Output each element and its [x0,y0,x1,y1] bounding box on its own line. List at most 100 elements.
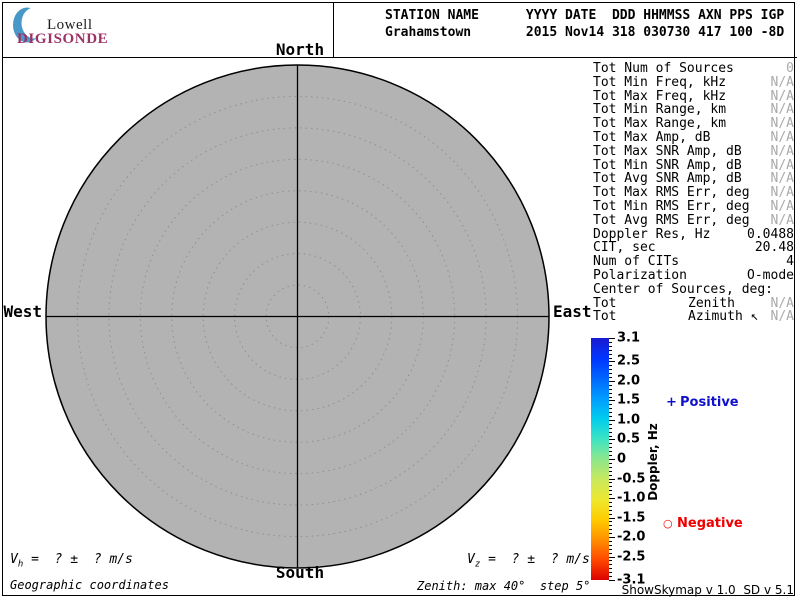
compass-east-label: East [553,302,592,321]
stat-row: Tot Max RMS Err, deg N/A [593,186,794,200]
colorbar-tick-label: 1.0 [617,412,641,428]
colorbar-major-tick [609,459,615,460]
stat-row: Num of CITs 4 [593,255,794,269]
station-values-row: Grahamstown 2015 Nov14 318 030730 417 10… [385,25,785,40]
colorbar-minor-tick [609,501,612,503]
logo: Lowell DIGISONDE [8,4,128,54]
stat-row: Tot Min Freq, kHz N/A [593,75,794,90]
stat-row: Polarization O-mode [593,269,794,283]
vh-symbol: V [10,552,18,567]
stat-value: N/A [770,185,794,201]
circle-icon: ○ [663,517,673,530]
colorbar-tick-label: -2.0 [617,529,646,545]
logo-lowell-text: Lowell [47,17,93,33]
stat-row: Tot Max Freq, kHz N/A [593,88,794,104]
stat-label: Num of CITs [593,254,680,270]
stat-row: Tot Avg SNR Amp, dB N/A [593,172,794,186]
stat-label: Tot Max RMS Err, deg [593,185,750,201]
colorbar-tick-label: 1.5 [617,392,641,408]
stat-label: Tot [593,309,617,325]
colorbar-minor-tick [609,396,612,398]
colorbar-major-tick [609,498,615,500]
colorbar-minor-tick [609,564,612,566]
stat-value: N/A [770,143,794,159]
colorbar-tick-label: 2.5 [617,353,641,369]
stat-row: Tot Max Amp, dB N/A [593,131,794,145]
colorbar-minor-tick [609,435,612,437]
header-divider [333,2,334,58]
vz-subscript: z [474,559,481,570]
colorbar-minor-tick [609,349,612,351]
colorbar-minor-tick [609,505,612,507]
colorbar-minor-tick [609,451,612,453]
colorbar-minor-tick [609,568,612,570]
stat-label: Tot Max SNR Amp, dB [593,143,742,159]
stat-value: O-mode [747,267,794,283]
stat-row: Tot Zenith N/A [593,295,794,311]
colorbar-minor-tick [609,392,612,394]
stat-label: Tot Min Range, km [593,102,727,118]
stat-value: 0.0488 [747,226,794,242]
stat-sublabel: Zenith [688,295,735,311]
stat-label: Tot Max Range, km [593,116,727,132]
colorbar-minor-tick [609,443,612,445]
colorbar-minor-tick [609,412,612,414]
colorbar-tick-label: -1.0 [617,490,646,506]
colorbar-major-tick [609,439,615,441]
colorbar-minor-tick [609,408,612,410]
colorbar-major-tick [609,380,615,382]
colorbar-major-tick [609,361,615,363]
stat-value: N/A [770,157,794,173]
colorbar-major-tick [609,478,615,480]
stat-label: Tot Avg RMS Err, deg [593,212,750,228]
colorbar-minor-tick [609,423,612,425]
stat-label: Tot Min RMS Err, deg [593,198,750,214]
legend-negative-label: Negative [677,516,743,531]
stat-value: 0 [786,61,794,76]
stat-value: N/A [770,198,794,214]
stat-label: Center of Sources, deg: [593,281,774,297]
legend-positive: + Positive [666,395,739,410]
colorbar-minor-tick [609,357,612,359]
stat-row: Tot Min RMS Err, deg N/A [593,200,794,214]
stat-row: Tot Max SNR Amp, dB N/A [593,143,794,159]
stat-row: Center of Sources, deg: [593,281,794,297]
colorbar-minor-tick [609,548,612,550]
colorbar-major-tick [609,419,615,421]
colorbar-tick-label: 2.0 [617,373,641,389]
colorbar-major-tick [609,537,615,539]
stat-label: Tot Avg SNR Amp, dB [593,171,742,187]
stat-value: N/A [770,129,794,145]
vz-value: = ? ± ? m/s [480,552,590,567]
stats-panel: Tot Num of Sources 0 Tot Min Freq, kHz N/A T… [593,62,794,324]
colorbar-minor-tick [609,482,612,484]
colorbar-minor-tick [609,365,612,367]
stat-value: N/A [770,102,794,118]
colorbar-minor-tick [609,377,612,379]
colorbar-minor-tick [609,486,612,488]
vz-readout: Vz = ? ± ? m/s [467,552,590,570]
stat-value: 20.48 [754,240,794,256]
stat-value: N/A [770,295,794,311]
colorbar-major-tick [609,338,615,339]
colorbar-tick-label: 3.1 [617,330,641,346]
colorbar-minor-tick [609,404,612,406]
stat-label: Tot Max Amp, dB [593,129,711,145]
stat-value: N/A [770,88,794,104]
colorbar-minor-tick [609,462,612,464]
colorbar-minor-tick [609,384,612,386]
header-separator [2,57,797,58]
stat-row: Doppler Res, Hz 0.0488 [593,226,794,242]
vz-symbol: V [467,552,475,567]
stat-label: Tot [593,295,617,311]
stat-label: Doppler Res, Hz [593,226,711,242]
colorbar-minor-tick [609,533,612,535]
vh-subscript: h [17,559,24,570]
colorbar-tick-label: 0.5 [617,431,641,447]
colorbar-minor-tick [609,470,612,472]
stat-label: CIT, sec [593,240,656,256]
vh-value: = ? ± ? m/s [23,552,133,567]
stat-row: CIT, sec 20.48 [593,241,794,255]
